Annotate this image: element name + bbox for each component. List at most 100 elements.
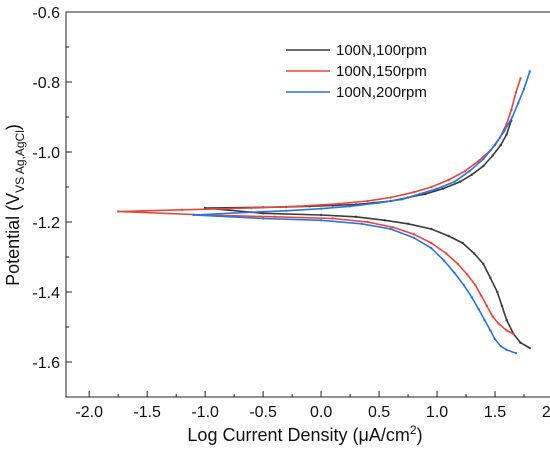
series-3-point xyxy=(453,180,456,183)
series-3-point xyxy=(442,259,446,262)
series-1-point xyxy=(505,133,508,136)
x-axis-title: Log Current Density (μA/cm2) xyxy=(187,423,422,445)
series-2-point xyxy=(430,241,433,245)
series-3-point xyxy=(522,87,526,91)
series-2-point xyxy=(519,77,522,80)
series-1-point xyxy=(528,346,531,350)
series-2-point xyxy=(366,220,369,224)
series-3-point xyxy=(493,338,497,341)
series-3-point xyxy=(511,115,514,119)
series-2-point xyxy=(497,322,500,325)
y-tick-label: -0.8 xyxy=(32,75,60,92)
series-3-point xyxy=(435,187,439,190)
series-3-point xyxy=(483,318,486,322)
series-2-point xyxy=(412,191,416,194)
series-2-point xyxy=(117,210,120,213)
series-2-point xyxy=(337,202,340,205)
series-3-point xyxy=(319,207,323,210)
series-3-point xyxy=(285,209,288,212)
series-1-point xyxy=(519,341,522,344)
series-2-point xyxy=(250,206,253,210)
series-1-point xyxy=(406,222,410,225)
series-2-point xyxy=(505,329,508,332)
series-3-point xyxy=(462,283,465,287)
series-1-point xyxy=(482,262,485,266)
series-2-point xyxy=(296,205,300,208)
series-2-point xyxy=(491,315,494,318)
series-1-point xyxy=(354,215,358,218)
series-2-point xyxy=(389,196,392,199)
series-2-point xyxy=(485,304,489,308)
series-1-point xyxy=(459,180,462,183)
series-1-point xyxy=(461,241,464,245)
series-3-point xyxy=(261,217,265,220)
x-tick-label: 0.0 xyxy=(310,404,332,421)
x-tick-label: -1.0 xyxy=(191,404,219,421)
x-tick-label: 0.5 xyxy=(368,404,390,421)
series-2-point xyxy=(273,215,276,218)
y-tick-label: -1.2 xyxy=(32,215,60,232)
series-2-point xyxy=(447,178,450,182)
series-3-point xyxy=(468,170,471,173)
y-tick-label: -1.6 xyxy=(32,355,60,372)
series-3-point xyxy=(389,227,392,231)
series-1-point xyxy=(496,290,499,294)
legend-label-3: 100N,200rpm xyxy=(336,84,427,101)
series-2-point xyxy=(445,252,448,255)
series-1-point xyxy=(505,318,508,322)
series-3-point xyxy=(505,348,508,351)
y-axis-ticks: -0.6 -0.8 -1.0 -1.2 -1.4 -1.6 xyxy=(32,5,72,398)
x-tick-label: 1.0 xyxy=(426,404,448,421)
series-3-point xyxy=(453,271,456,274)
series-3-point xyxy=(319,219,323,222)
series-3-point xyxy=(412,236,416,239)
series-3-point xyxy=(430,247,433,250)
series-2-point xyxy=(512,332,515,336)
series-2-point xyxy=(391,226,395,229)
series-2-point xyxy=(474,283,477,287)
series-3-point xyxy=(514,352,518,355)
x-tick-label: -0.5 xyxy=(249,404,277,421)
series-1-point xyxy=(491,154,494,157)
x-tick-label: -2.0 xyxy=(75,404,103,421)
series-3-point xyxy=(348,205,352,208)
series-2-point xyxy=(466,273,469,276)
series-3-point xyxy=(250,211,253,214)
x-tick-label: 1.5 xyxy=(484,404,506,421)
plot-frame xyxy=(65,11,550,398)
x-axis-ticks: -2.0 -1.5 -1.0 -0.5 0.0 0.5 1.0 1.5 2.0 xyxy=(75,391,550,421)
series-3-point xyxy=(499,345,502,348)
series-1-point xyxy=(447,234,450,238)
series-2-point xyxy=(430,185,433,189)
series-3-point xyxy=(360,222,363,225)
y-axis-title: Potential (VVS Ag,AgCl) xyxy=(3,124,27,286)
series-1-point xyxy=(441,187,444,190)
series-3-point xyxy=(493,143,497,147)
series-1-point xyxy=(473,252,476,255)
series-layer xyxy=(117,70,531,355)
series-3-point xyxy=(377,201,381,204)
series-2-point xyxy=(412,233,416,236)
legend-label-2: 100N,150rpm xyxy=(336,63,427,80)
series-line-3 xyxy=(192,71,531,354)
series-2-point xyxy=(479,294,483,297)
series-2-point xyxy=(180,208,184,211)
y-tick-label: -0.6 xyxy=(32,5,60,22)
series-1-point xyxy=(489,276,492,280)
series-1-point xyxy=(499,143,502,147)
legend: 100N,100rpm 100N,150rpm 100N,200rpm xyxy=(286,42,427,101)
x-tick-label: 2.0 xyxy=(542,404,550,421)
series-2-point xyxy=(331,217,334,220)
series-1-point xyxy=(383,219,387,222)
legend-label-1: 100N,100rpm xyxy=(336,42,427,59)
series-1-point xyxy=(500,304,504,308)
series-3-point xyxy=(477,308,480,311)
series-1-point xyxy=(424,192,427,196)
series-1-point xyxy=(482,164,485,168)
series-3-point xyxy=(489,329,492,332)
series-2-point xyxy=(463,170,467,173)
series-1-point xyxy=(470,173,473,176)
series-3-point xyxy=(528,70,531,73)
y-tick-label: -1.4 xyxy=(32,285,60,302)
